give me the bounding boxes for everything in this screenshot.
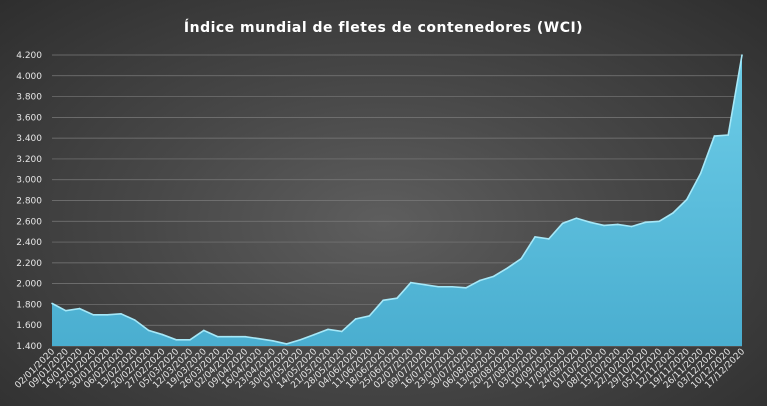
data-point: [244, 335, 246, 338]
data-point: [120, 312, 122, 315]
data-point: [92, 314, 95, 316]
data-point: [520, 257, 522, 260]
data-point: [617, 223, 619, 226]
data-point: [230, 335, 233, 338]
data-point: [713, 135, 716, 137]
data-point: [106, 314, 108, 316]
data-point: [603, 224, 605, 227]
y-tick-label: 3.800: [16, 93, 42, 103]
data-point: [147, 329, 150, 332]
data-point: [175, 338, 177, 341]
data-point: [51, 302, 53, 305]
data-point: [134, 319, 136, 321]
data-point: [506, 267, 509, 269]
data-point: [299, 338, 302, 341]
data-point: [589, 221, 591, 224]
y-tick-label: 4.000: [16, 72, 42, 82]
data-point: [65, 309, 67, 312]
data-point: [396, 297, 398, 299]
data-point: [451, 285, 454, 288]
data-point: [423, 283, 426, 286]
data-point: [672, 212, 674, 214]
x-axis: 02/01/202009/01/202016/01/202023/01/2020…: [13, 347, 747, 391]
y-tick-label: 3.000: [16, 176, 42, 186]
data-point: [203, 329, 205, 332]
y-tick-label: 3.600: [16, 113, 42, 123]
data-point: [313, 333, 316, 336]
data-point: [686, 198, 688, 201]
data-point: [410, 281, 412, 284]
y-tick-label: 2.200: [16, 259, 42, 269]
data-point: [382, 299, 385, 302]
y-tick-label: 2.400: [16, 238, 42, 248]
y-tick-label: 1.600: [16, 321, 42, 331]
chart-title: Índice mundial de fletes de contenedores…: [183, 20, 584, 36]
data-point: [644, 221, 647, 224]
data-point: [161, 333, 164, 336]
data-point: [548, 238, 550, 240]
data-point: [479, 279, 481, 282]
y-tick-label: 2.800: [16, 197, 42, 207]
area-fill: [52, 55, 742, 346]
data-point: [630, 225, 633, 228]
data-point: [258, 337, 260, 340]
data-point: [534, 236, 536, 238]
data-point: [561, 222, 564, 225]
data-point: [327, 328, 329, 331]
data-point: [741, 54, 743, 56]
data-point: [658, 220, 660, 223]
y-tick-label: 1.800: [16, 300, 42, 310]
data-point: [285, 343, 288, 345]
y-tick-label: 2.000: [16, 280, 42, 290]
y-tick-label: 4.200: [16, 51, 42, 61]
data-point: [492, 275, 495, 278]
data-point: [465, 287, 467, 289]
y-tick-label: 3.400: [16, 134, 42, 144]
data-point: [78, 307, 81, 310]
data-point: [341, 330, 343, 333]
data-point: [368, 315, 371, 317]
data-point: [189, 338, 191, 341]
data-point: [354, 318, 357, 320]
data-point: [727, 134, 729, 136]
y-tick-label: 2.600: [16, 217, 42, 227]
data-point: [699, 172, 702, 175]
y-tick-label: 3.200: [16, 155, 42, 165]
series-area: [51, 54, 743, 346]
data-point: [216, 335, 219, 338]
y-tick-label: 1.400: [16, 342, 42, 352]
y-axis: 1.400 1.600 1.800 2.000 2.200 2.400 2.600 2.800…: [16, 51, 42, 352]
data-point: [272, 340, 274, 342]
data-point: [437, 285, 440, 288]
data-point: [575, 217, 578, 219]
